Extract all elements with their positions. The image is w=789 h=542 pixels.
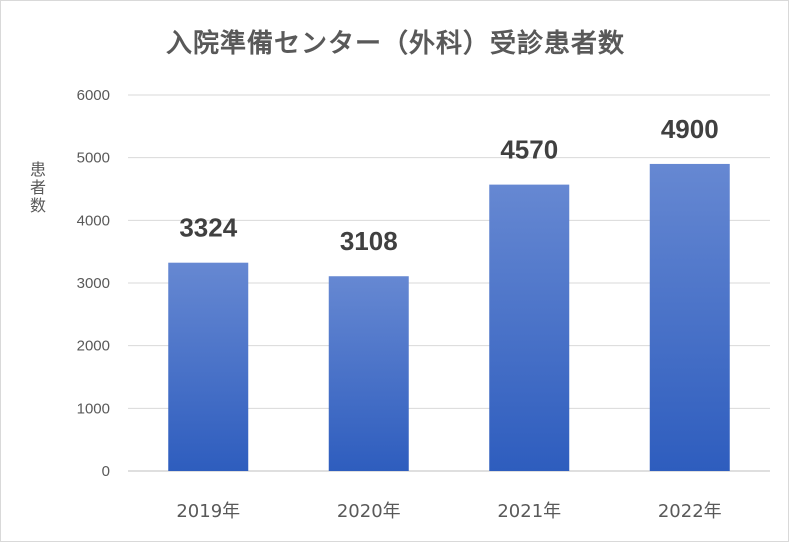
bar-2020年 <box>328 276 409 471</box>
y-tick-label: 2000 <box>77 338 110 355</box>
data-label: 4570 <box>500 135 558 165</box>
data-label: 3108 <box>340 226 398 256</box>
x-axis-categories: 2019年 2020年 2021年 2022年 <box>176 501 721 522</box>
bars <box>168 163 730 471</box>
chart-title: 入院準備センター（外科）受診患者数 <box>165 29 625 59</box>
y-tick-label: 1000 <box>77 400 110 417</box>
data-labels: 3324 3108 4570 4900 <box>179 114 718 256</box>
bar-2019年 <box>168 262 249 471</box>
y-tick-label: 0 <box>102 463 110 480</box>
data-label: 4900 <box>661 114 719 144</box>
x-category-label: 2021年 <box>497 501 561 522</box>
y-axis-label: 患者数 <box>27 161 46 215</box>
x-category-label: 2022年 <box>658 501 722 522</box>
y-tick-label: 5000 <box>77 150 110 167</box>
y-tick-label: 6000 <box>77 87 110 104</box>
y-tick-label: 4000 <box>77 212 110 229</box>
y-tick-label: 3000 <box>77 275 110 292</box>
y-axis-ticks: 0 1000 2000 3000 4000 5000 6000 <box>77 87 110 480</box>
data-label: 3324 <box>179 213 237 243</box>
bar-2021年 <box>489 184 570 471</box>
x-category-label: 2020年 <box>337 501 401 522</box>
bar-2022年 <box>649 163 730 471</box>
x-category-label: 2019年 <box>176 501 240 522</box>
